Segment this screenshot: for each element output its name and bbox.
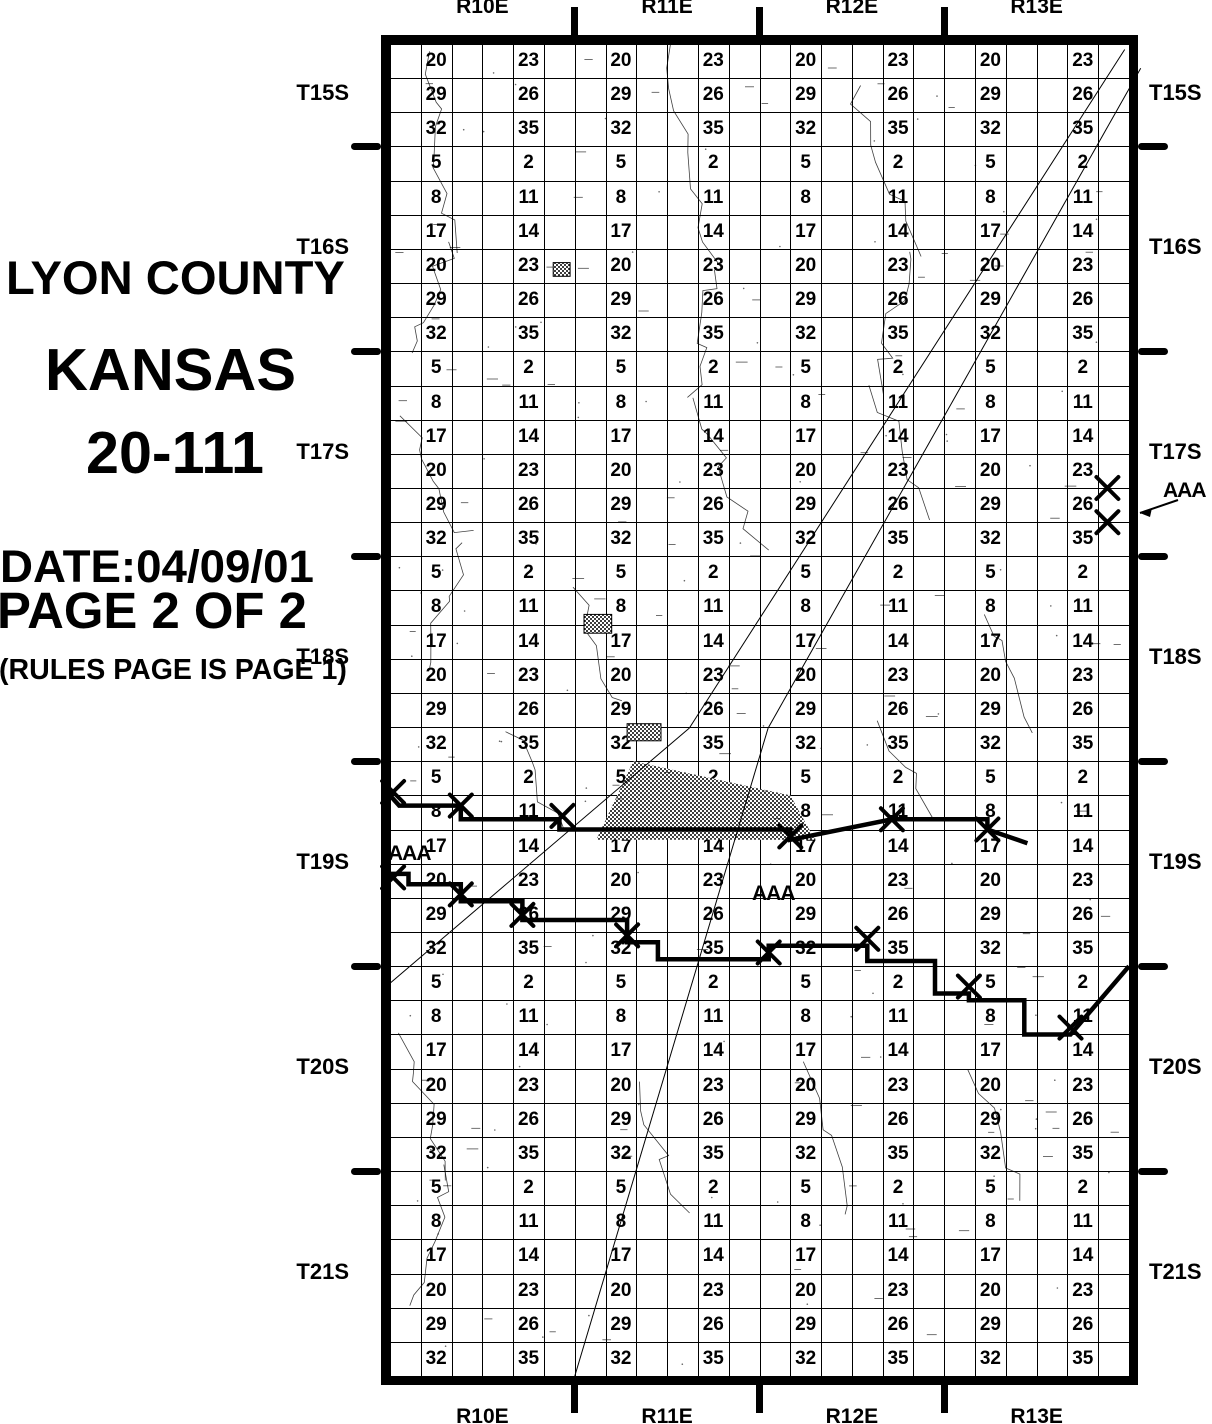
svg-text:AAA: AAA <box>752 882 795 905</box>
svg-text:AAA: AAA <box>1163 479 1206 502</box>
